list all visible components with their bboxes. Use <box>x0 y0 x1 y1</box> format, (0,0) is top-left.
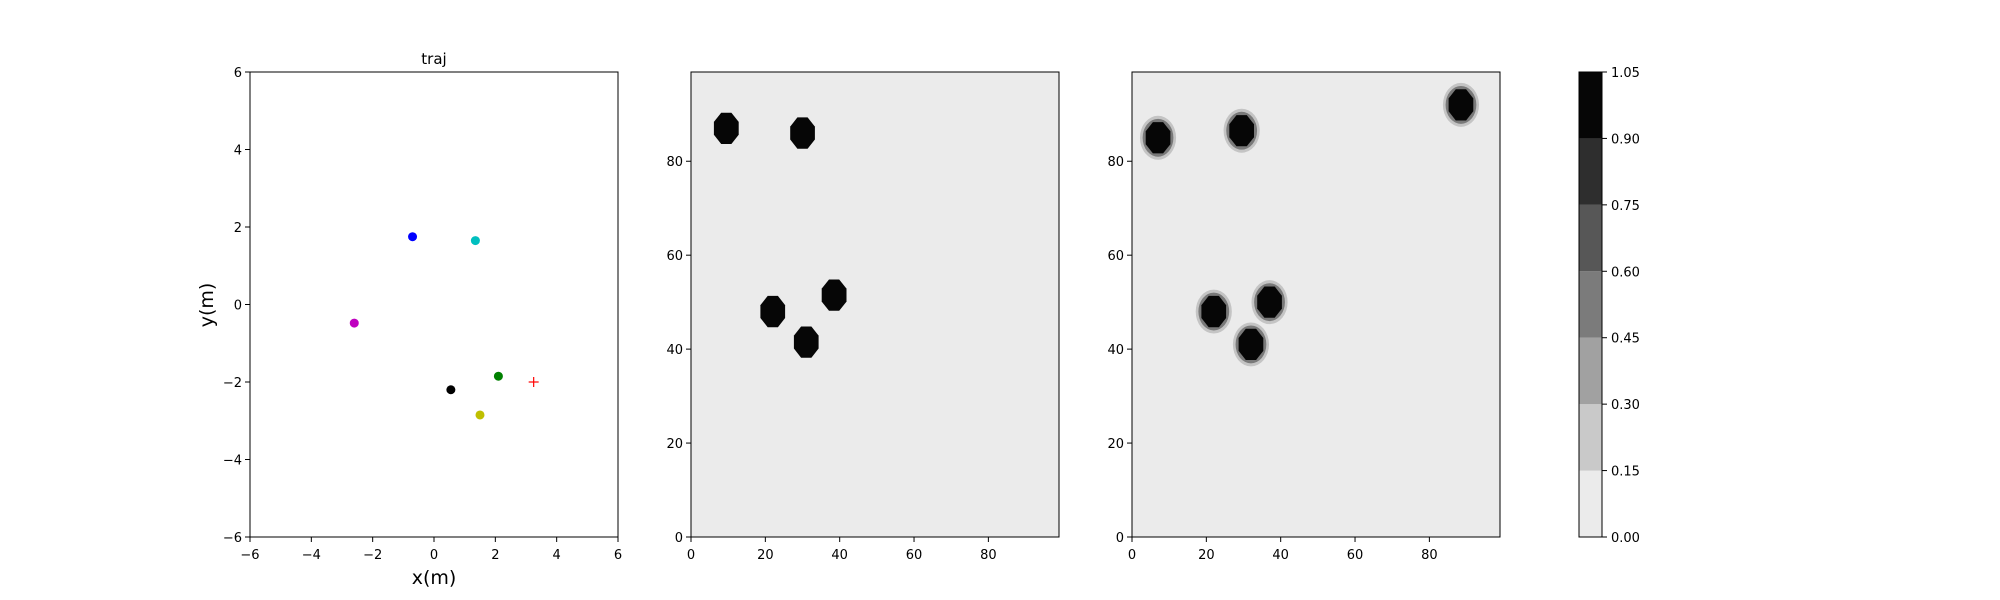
heatmap-1-blob <box>760 295 786 328</box>
colorbar-band <box>1579 337 1602 405</box>
traj-point <box>493 371 503 381</box>
heatmap-1-y-tick-label: 80 <box>666 155 683 170</box>
colorbar-tick-label: 0.75 <box>1611 199 1640 214</box>
colorbar-tick-label: 1.05 <box>1611 66 1640 81</box>
heatmap-1-blob <box>793 326 819 358</box>
colorbar-band <box>1579 271 1602 338</box>
heatmap-2-y-tick-label: 40 <box>1107 343 1124 358</box>
heatmap-2-blob <box>1257 286 1282 318</box>
colorbar-band <box>1579 72 1602 139</box>
traj-x-tick-label: −6 <box>240 548 259 563</box>
heatmap-2-x-tick-label: 20 <box>1198 548 1215 563</box>
heatmap-2-background <box>1132 72 1500 537</box>
heatmap-1-background <box>691 72 1059 537</box>
heatmap-panel-2: 0 20 40 60 80 0 20 40 60 80 <box>1107 71 1501 563</box>
heatmap-1-x-tick-label: 0 <box>687 548 695 563</box>
colorbar-band <box>1579 138 1602 205</box>
traj-goal-marker <box>528 377 539 387</box>
heatmap-1-blob <box>821 279 847 311</box>
heatmap-2-x-tick-label: 40 <box>1272 548 1289 563</box>
traj-points <box>349 232 539 420</box>
heatmap-1-blobs <box>713 112 847 358</box>
heatmap-2-x-tick-label: 80 <box>1421 548 1438 563</box>
traj-panel: −6 −4 −2 0 2 4 6 −6 −4 −2 0 2 4 6 traj x(m) y(m) <box>196 50 622 589</box>
traj-y-tick-label: −4 <box>223 454 242 469</box>
traj-y-axis-label: y(m) <box>196 283 218 328</box>
traj-point <box>408 232 418 242</box>
traj-x-ticks: −6 −4 −2 0 2 4 6 <box>240 537 622 563</box>
colorbar-tick-label: 0.30 <box>1611 398 1640 413</box>
heatmap-2-y-tick-label: 80 <box>1107 155 1124 170</box>
heatmap-2-x-tick-label: 0 <box>1128 548 1136 563</box>
heatmap-panel-1: 0 20 40 60 80 0 20 40 60 80 <box>666 71 1060 563</box>
traj-plot-area <box>250 72 618 537</box>
heatmap-2-frame <box>1131 71 1501 538</box>
heatmap-1-x-tick-label: 60 <box>906 548 923 563</box>
traj-x-tick-label: 0 <box>430 548 438 563</box>
traj-y-tick-label: 0 <box>234 299 242 314</box>
colorbar-ticks: 0.00 0.15 0.30 0.45 0.60 0.75 0.90 1.05 <box>1602 66 1640 546</box>
traj-x-tick-label: 2 <box>491 548 499 563</box>
heatmap-1-y-tick-label: 20 <box>666 437 683 452</box>
colorbar-band <box>1579 404 1602 471</box>
traj-y-tick-label: 2 <box>234 221 242 236</box>
traj-x-axis-label: x(m) <box>412 567 457 589</box>
heatmap-2-blob <box>1238 328 1264 360</box>
heatmap-1-frame <box>690 71 1060 538</box>
heatmap-1-blob <box>713 112 739 144</box>
traj-title: traj <box>421 50 446 68</box>
colorbar-tick-label: 0.00 <box>1611 531 1640 546</box>
heatmap-2-blob <box>1145 122 1171 154</box>
traj-x-tick-label: −2 <box>363 548 382 563</box>
heatmap-2-y-tick-label: 20 <box>1107 437 1124 452</box>
colorbar: 0.00 0.15 0.30 0.45 0.60 0.75 0.90 1.05 <box>1578 66 1640 546</box>
heatmap-2-y-tick-label: 0 <box>1116 531 1124 546</box>
traj-point <box>446 385 456 395</box>
heatmap-2-blob <box>1201 295 1227 328</box>
heatmap-2-x-ticks: 0 20 40 60 80 <box>1128 537 1438 563</box>
heatmap-2-x-tick-label: 60 <box>1347 548 1364 563</box>
traj-y-tick-label: 4 <box>234 144 242 159</box>
traj-x-tick-label: 4 <box>553 548 561 563</box>
colorbar-tick-label: 0.45 <box>1611 332 1640 347</box>
colorbar-tick-label: 0.90 <box>1611 132 1640 147</box>
heatmap-1-y-tick-label: 40 <box>666 343 683 358</box>
heatmap-1-x-ticks: 0 20 40 60 80 <box>687 537 997 563</box>
heatmap-1-blob <box>790 117 815 149</box>
traj-y-ticks: −6 −4 −2 0 2 4 6 <box>223 66 250 546</box>
heatmap-2-blob <box>1448 89 1474 121</box>
traj-x-tick-label: −4 <box>302 548 321 563</box>
colorbar-tick-label: 0.60 <box>1611 265 1640 280</box>
heatmap-2-blob <box>1229 115 1254 147</box>
traj-point <box>475 410 485 420</box>
colorbar-tick-label: 0.15 <box>1611 465 1640 480</box>
heatmap-2-y-ticks: 0 20 40 60 80 <box>1107 155 1132 546</box>
traj-point <box>349 318 359 328</box>
traj-y-tick-label: −2 <box>223 376 242 391</box>
colorbar-bands <box>1579 72 1602 537</box>
traj-y-tick-label: 6 <box>234 66 242 81</box>
colorbar-band <box>1579 470 1602 537</box>
heatmap-1-y-tick-label: 60 <box>666 249 683 264</box>
heatmap-1-x-tick-label: 40 <box>831 548 848 563</box>
heatmap-1-x-tick-label: 80 <box>980 548 997 563</box>
heatmap-2-blobs <box>1139 82 1480 367</box>
heatmap-1-y-tick-label: 0 <box>675 531 683 546</box>
heatmap-1-x-tick-label: 20 <box>757 548 774 563</box>
heatmap-1-y-ticks: 0 20 40 60 80 <box>666 155 691 546</box>
colorbar-band <box>1579 204 1602 272</box>
traj-point <box>470 236 480 246</box>
traj-x-tick-label: 6 <box>614 548 622 563</box>
traj-y-tick-label: −6 <box>223 531 242 546</box>
colorbar-frame <box>1578 71 1603 538</box>
heatmap-2-y-tick-label: 60 <box>1107 249 1124 264</box>
